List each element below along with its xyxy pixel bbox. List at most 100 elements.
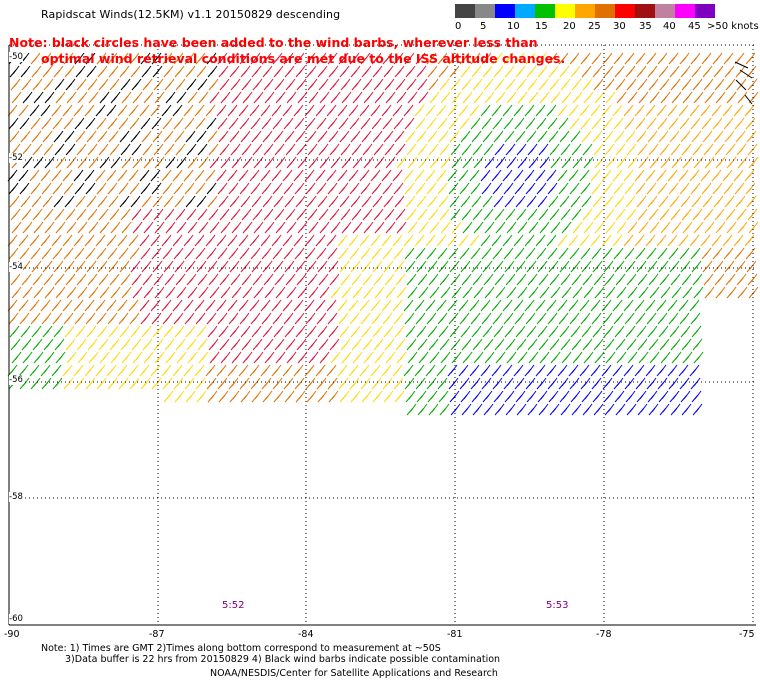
wind-barb-flag: [34, 264, 39, 270]
wind-barb-flag: [441, 264, 446, 270]
wind-barb-flag: [81, 325, 86, 331]
wind-barb-flag: [112, 234, 117, 240]
wind-barb-flag: [412, 208, 417, 214]
wind-barb-flag: [312, 130, 317, 136]
wind-barb-flag: [556, 221, 561, 227]
wind-barb-flag: [589, 286, 594, 292]
wind-barb-flag: [374, 121, 379, 127]
wind-barb-flag: [365, 147, 370, 153]
wind-barb-flag: [665, 78, 670, 84]
wind-barb-flag: [422, 260, 427, 266]
wind-barb-flag: [23, 199, 28, 205]
wind-barb-flag: [606, 329, 611, 335]
wind-barb-flag: [221, 134, 226, 140]
wind-barb-flag: [428, 368, 433, 374]
wind-barb-flag: [586, 312, 591, 318]
wind-barb-flag: [478, 208, 483, 214]
wind-barb-flag: [36, 160, 41, 166]
wind-barb-flag: [621, 78, 626, 84]
wind-barb-flag: [322, 160, 327, 166]
wind-barb-flag: [542, 355, 547, 361]
wind-barb-flag: [683, 134, 688, 140]
wind-barb-flag: [398, 299, 403, 305]
wind-barb-flag: [176, 186, 181, 192]
wind-barb-flag: [582, 303, 587, 309]
wind-barb-flag: [17, 221, 22, 227]
wind-barb-flag: [563, 169, 568, 175]
wind-barb-flag: [598, 195, 603, 201]
wind-barb-flag: [545, 286, 550, 292]
wind-barb-flag: [336, 91, 341, 97]
wind-barb-flag: [212, 52, 217, 58]
wind-barb-flag: [457, 221, 462, 227]
wind-barb-flag: [66, 316, 71, 322]
wind-barb-flag: [389, 325, 394, 331]
wind-barb-flag: [417, 238, 422, 244]
wind-barb-flag: [620, 65, 625, 71]
wind-barb-flag: [406, 108, 411, 114]
wind-barb-flag: [534, 351, 539, 357]
wind-barb-flag: [94, 156, 99, 162]
wind-barb-flag: [727, 264, 732, 270]
wind-barb-flag: [267, 312, 272, 318]
wind-barb-flag: [92, 325, 97, 331]
wind-barb-flag: [191, 325, 196, 331]
wind-barb-flag: [157, 247, 162, 253]
wind-barb-flag: [289, 52, 294, 58]
wind-barb-flag: [16, 208, 21, 214]
wind-barb-flag: [511, 78, 516, 84]
wind-barb-flag: [608, 95, 613, 101]
wind-barb-flag: [563, 277, 568, 283]
wind-barb-flag: [465, 117, 470, 123]
wind-barb-flag: [182, 221, 187, 227]
wind-barb-flag: [494, 173, 499, 179]
wind-barb-flag: [499, 65, 504, 71]
wind-barb-flag: [730, 195, 735, 201]
wind-barb-flag: [180, 260, 185, 266]
wind-barb-flag: [731, 143, 736, 149]
wind-barb-flag: [312, 260, 317, 266]
wind-barb-flag: [619, 355, 624, 361]
wind-barb-flag: [221, 264, 226, 270]
wind-barb-flag: [597, 355, 602, 361]
wind-barb-flag: [541, 212, 546, 218]
wind-barb-flag: [753, 273, 758, 279]
wind-barb-flag: [508, 277, 513, 283]
wind-barb-flag: [729, 52, 734, 58]
wind-barb-flag: [628, 134, 633, 140]
wind-barb-flag: [98, 368, 103, 374]
wind-barb-flag: [576, 195, 581, 201]
wind-barb-flag: [325, 221, 330, 227]
wind-barb-flag: [235, 195, 240, 201]
wind-barb-flag: [60, 78, 65, 84]
wind-barb-flag: [560, 108, 565, 114]
wind-barb-flag: [461, 303, 466, 309]
wind-barb-flag: [200, 104, 205, 110]
wind-barb-flag: [59, 65, 64, 71]
wind-barb-flag: [56, 199, 61, 205]
wind-barb-flag: [652, 312, 657, 318]
wind-barb-flag: [387, 147, 392, 153]
wind-barb-flag: [33, 121, 38, 127]
wind-barb-flag: [200, 234, 205, 240]
wind-barb-flag: [462, 316, 467, 322]
wind-barb-flag: [91, 290, 96, 296]
wind-barb-flag: [366, 312, 371, 318]
wind-barb-flag: [234, 95, 239, 101]
wind-barb-flag: [320, 134, 325, 140]
wind-barb-flag: [725, 173, 730, 179]
wind-barb-flag: [343, 169, 348, 175]
wind-barb-flag: [693, 56, 698, 62]
legend-swatch: [535, 4, 555, 18]
wind-barb-flag: [720, 273, 725, 279]
wind-barb-flag: [289, 117, 294, 123]
wind-barb-flag: [395, 108, 400, 114]
wind-barb-flag: [256, 117, 261, 123]
wind-barb-flag: [653, 325, 658, 331]
wind-barb-flag: [626, 173, 631, 179]
wind-barb-flag: [630, 225, 635, 231]
wind-barb-flag: [133, 134, 138, 140]
wind-barb-flag: [153, 108, 158, 114]
wind-barb-flag: [67, 199, 72, 205]
wind-barb-flag: [618, 147, 623, 153]
